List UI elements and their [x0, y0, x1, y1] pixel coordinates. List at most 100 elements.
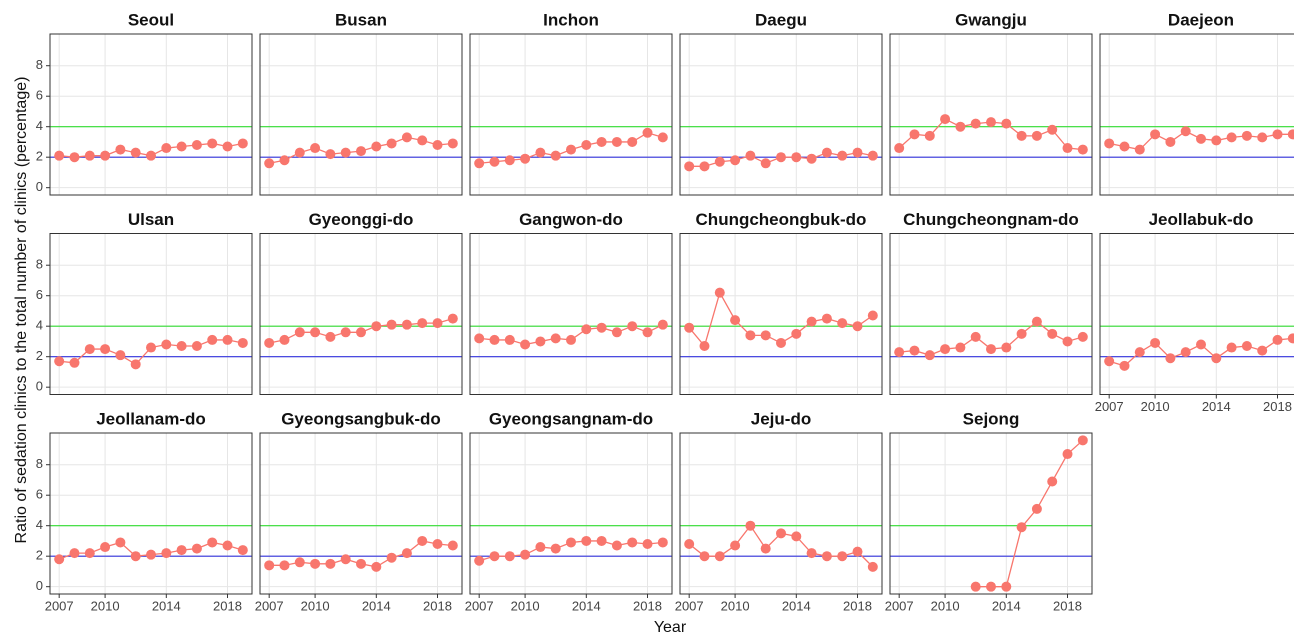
data-point: [1016, 328, 1027, 339]
panel-border: [679, 432, 883, 595]
data-point: [474, 333, 485, 344]
data-point: [791, 152, 802, 163]
data-point: [161, 143, 172, 154]
data-point: [970, 331, 981, 342]
data-point: [596, 322, 607, 333]
data-point: [581, 324, 592, 335]
data-point: [1226, 342, 1237, 353]
data-point: [325, 331, 336, 342]
data-point: [1119, 360, 1130, 371]
data-point: [356, 146, 366, 157]
data-point: [279, 155, 290, 166]
x-tick-label: 2018: [633, 598, 662, 613]
data-point: [401, 319, 412, 330]
x-tick-label: 2007: [465, 598, 494, 613]
data-point: [776, 528, 786, 539]
data-point: [1031, 130, 1042, 141]
data-point: [130, 359, 141, 370]
panel-border: [889, 33, 1093, 196]
data-point: [1241, 341, 1252, 352]
data-point: [1180, 347, 1191, 358]
data-point: [504, 155, 515, 166]
data-point: [1180, 126, 1191, 137]
panel-background: [260, 34, 462, 195]
data-point: [745, 150, 756, 161]
data-point: [852, 147, 863, 158]
panel-border: [49, 233, 253, 395]
data-point: [596, 535, 607, 546]
y-tick-label: 2: [36, 548, 43, 563]
data-point: [84, 344, 95, 355]
data-point: [924, 350, 935, 361]
data-point: [432, 538, 443, 549]
data-point: [714, 287, 725, 298]
data-point: [474, 555, 485, 566]
x-tick-label: 2007: [885, 598, 914, 613]
data-point: [1257, 132, 1268, 143]
data-point: [1211, 135, 1222, 146]
data-point: [1031, 503, 1042, 514]
panel-border: [1099, 33, 1294, 196]
data-point: [867, 150, 878, 161]
x-tick-label: 2018: [1263, 399, 1292, 414]
panel-background: [50, 233, 252, 395]
data-point: [371, 561, 382, 572]
panel-title: Jeju-do: [751, 409, 811, 428]
data-point: [714, 551, 725, 562]
data-point: [821, 313, 832, 324]
data-point: [371, 141, 382, 152]
x-tick-label: 2018: [843, 598, 872, 613]
panel-background: [1100, 233, 1294, 395]
data-point: [474, 158, 485, 169]
panel-title: Gwangju: [955, 10, 1027, 29]
data-point: [806, 316, 817, 327]
data-point: [54, 554, 65, 565]
panel-background: [470, 233, 672, 395]
data-point: [340, 147, 351, 158]
data-point: [447, 138, 458, 149]
data-point: [115, 537, 126, 548]
data-point: [566, 144, 576, 155]
data-point: [699, 551, 710, 562]
data-point: [970, 581, 981, 592]
y-tick-label: 0: [36, 578, 43, 593]
data-point: [69, 357, 80, 368]
data-point: [1134, 347, 1145, 358]
panel-background: [50, 34, 252, 195]
data-point: [100, 542, 111, 553]
y-tick-label: 2: [36, 348, 43, 363]
data-point: [207, 334, 218, 345]
data-point: [760, 330, 771, 341]
data-point: [1047, 328, 1058, 339]
panel-title: Sejong: [963, 409, 1020, 428]
data-point: [1287, 129, 1294, 140]
data-point: [714, 156, 725, 167]
panel-title: Chungcheongbuk-do: [696, 210, 867, 229]
data-point: [1196, 133, 1206, 144]
data-point: [657, 132, 668, 143]
data-point: [325, 149, 336, 160]
data-point: [1150, 129, 1161, 140]
panel-border: [469, 432, 673, 595]
data-point: [1119, 141, 1130, 152]
data-point: [100, 150, 111, 161]
x-tick-label: 2007: [45, 598, 74, 613]
data-point: [642, 127, 653, 138]
data-point: [1104, 138, 1115, 149]
data-point: [237, 138, 248, 149]
panel-title: Seoul: [128, 10, 174, 29]
x-tick-label: 2018: [1053, 598, 1082, 613]
data-point: [54, 150, 65, 161]
y-tick-label: 4: [36, 118, 43, 133]
data-point: [401, 132, 412, 143]
data-point: [791, 531, 802, 542]
data-point: [986, 117, 996, 128]
y-tick-label: 0: [36, 379, 43, 394]
data-point: [760, 543, 771, 554]
data-point: [791, 328, 802, 339]
data-point: [535, 147, 546, 158]
panel-title: Chungcheongnam-do: [903, 210, 1079, 229]
data-point: [581, 535, 592, 546]
data-point: [207, 537, 218, 548]
